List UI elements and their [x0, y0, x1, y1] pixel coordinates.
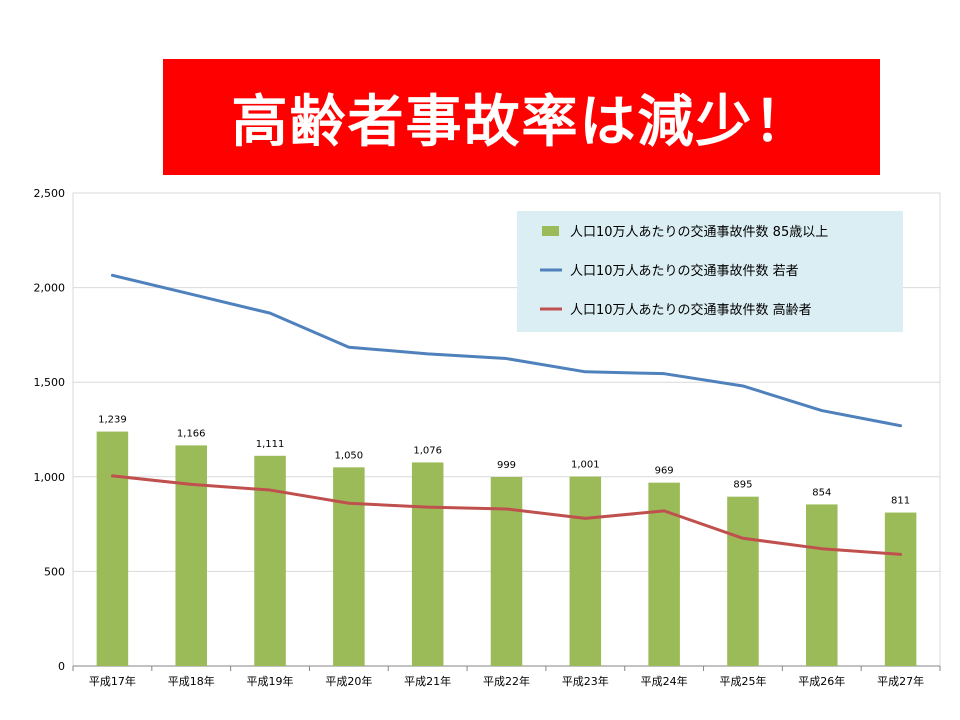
bar-data-label: 1,076: [413, 445, 442, 456]
x-tick-label: 平成24年: [641, 674, 688, 688]
bar-data-label: 1,001: [571, 460, 600, 471]
x-tick-label: 平成25年: [719, 674, 766, 688]
series-line: [110, 273, 903, 428]
bar: [254, 455, 286, 666]
x-tick-label: 平成21年: [404, 674, 451, 688]
bar: [806, 504, 838, 666]
bar: [175, 445, 207, 666]
bar: [96, 431, 129, 666]
bar: [884, 512, 917, 666]
bar-data-label: 1,050: [335, 450, 364, 461]
banner-title: 高齢者事故率は減少！: [231, 89, 812, 155]
legend-label: 人口10万人あたりの交通事故件数 85歳以上: [570, 224, 828, 240]
x-tick-label: 平成23年: [562, 674, 609, 688]
x-tick-label: 平成26年: [798, 674, 845, 688]
legend-label: 人口10万人あたりの交通事故件数 高齢者: [570, 302, 812, 318]
x-tick-label: 平成18年: [168, 674, 215, 688]
x-tick-label: 平成27年: [877, 674, 924, 688]
bar-data-label: 999: [497, 460, 516, 471]
bar-data-label: 969: [655, 466, 674, 477]
legend-label: 人口10万人あたりの交通事故件数 若者: [570, 263, 799, 279]
x-tick-label: 平成19年: [247, 674, 294, 688]
bar: [411, 462, 444, 666]
bar: [569, 476, 602, 666]
y-tick-label: 1,000: [34, 471, 66, 484]
bar-data-label: 1,166: [177, 428, 206, 439]
x-tick-label: 平成22年: [483, 674, 530, 688]
bar-data-label: 811: [891, 496, 910, 507]
y-tick-label: 0: [58, 660, 65, 673]
title-banner: 高齢者事故率は減少！: [163, 59, 880, 175]
x-tick-label: 平成20年: [325, 674, 372, 688]
legend-swatch: [542, 226, 559, 236]
legend-box: [517, 211, 903, 332]
x-tick-label: 平成17年: [89, 674, 136, 688]
bar-data-label: 895: [733, 480, 752, 491]
y-tick-label: 1,500: [34, 376, 66, 389]
bar-data-label: 1,111: [256, 439, 285, 450]
bar-data-label: 1,239: [98, 415, 127, 426]
bar-data-label: 854: [812, 487, 831, 498]
y-tick-label: 2,500: [34, 187, 66, 200]
bar: [333, 467, 365, 666]
series-line: [110, 474, 903, 556]
y-tick-label: 500: [44, 565, 65, 578]
bar: [727, 496, 759, 666]
y-tick-label: 2,000: [34, 282, 66, 295]
bar: [490, 476, 523, 666]
